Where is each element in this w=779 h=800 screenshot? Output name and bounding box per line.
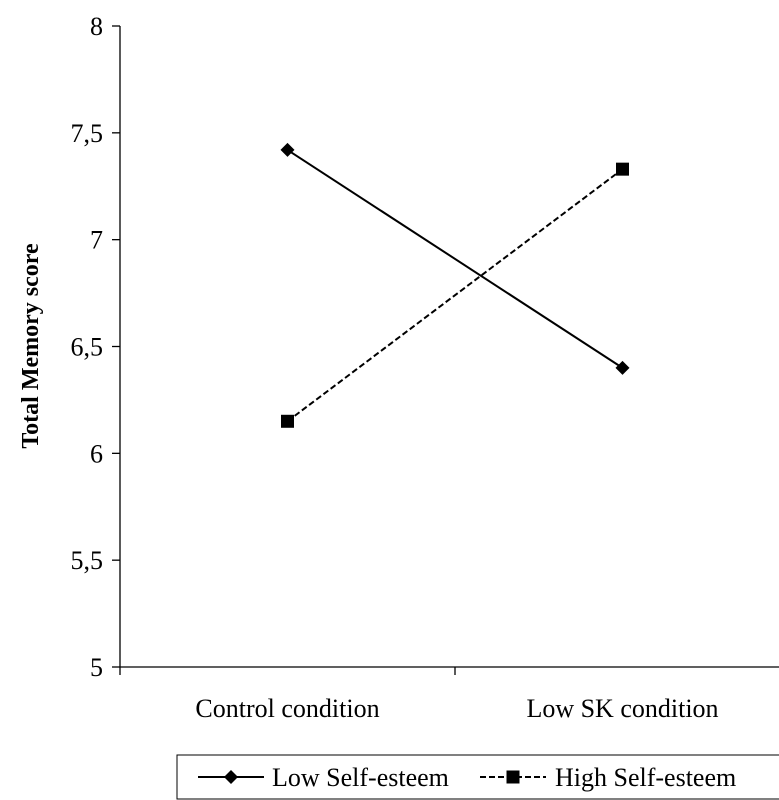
legend-marker xyxy=(224,770,238,784)
series-line xyxy=(286,168,624,423)
series-high-self-esteem xyxy=(281,162,629,428)
data-point xyxy=(615,360,630,375)
x-tick-label: Control condition xyxy=(195,694,379,723)
axes xyxy=(119,26,779,668)
y-tick-label: 5,5 xyxy=(71,546,104,575)
series-layer xyxy=(280,142,630,428)
y-axis-title: Total Memory score xyxy=(18,243,44,449)
data-point xyxy=(281,414,294,428)
y-tick-label: 6,5 xyxy=(71,333,104,362)
y-tick-label: 6 xyxy=(90,439,103,468)
y-tick-label: 7,5 xyxy=(71,119,104,148)
x-axis-ticks: Control condition Low SK condition xyxy=(119,667,719,723)
legend: Low Self-esteem High Self-esteem xyxy=(176,754,779,800)
x-tick-label: Low SK condition xyxy=(526,694,718,723)
y-tick-label: 7 xyxy=(90,226,103,255)
legend-label: High Self-esteem xyxy=(555,763,736,792)
data-point xyxy=(280,142,295,157)
legend-label: Low Self-esteem xyxy=(272,763,449,792)
y-axis-ticks: 5 5,5 6 6,5 7 7,5 8 xyxy=(71,12,120,682)
y-tick-label: 5 xyxy=(90,653,103,682)
y-tick-label: 8 xyxy=(90,12,103,41)
series-line xyxy=(286,149,624,369)
legend-marker xyxy=(506,770,520,784)
series-low-self-esteem xyxy=(280,142,630,375)
legend-box xyxy=(176,754,779,800)
data-point xyxy=(616,162,629,176)
